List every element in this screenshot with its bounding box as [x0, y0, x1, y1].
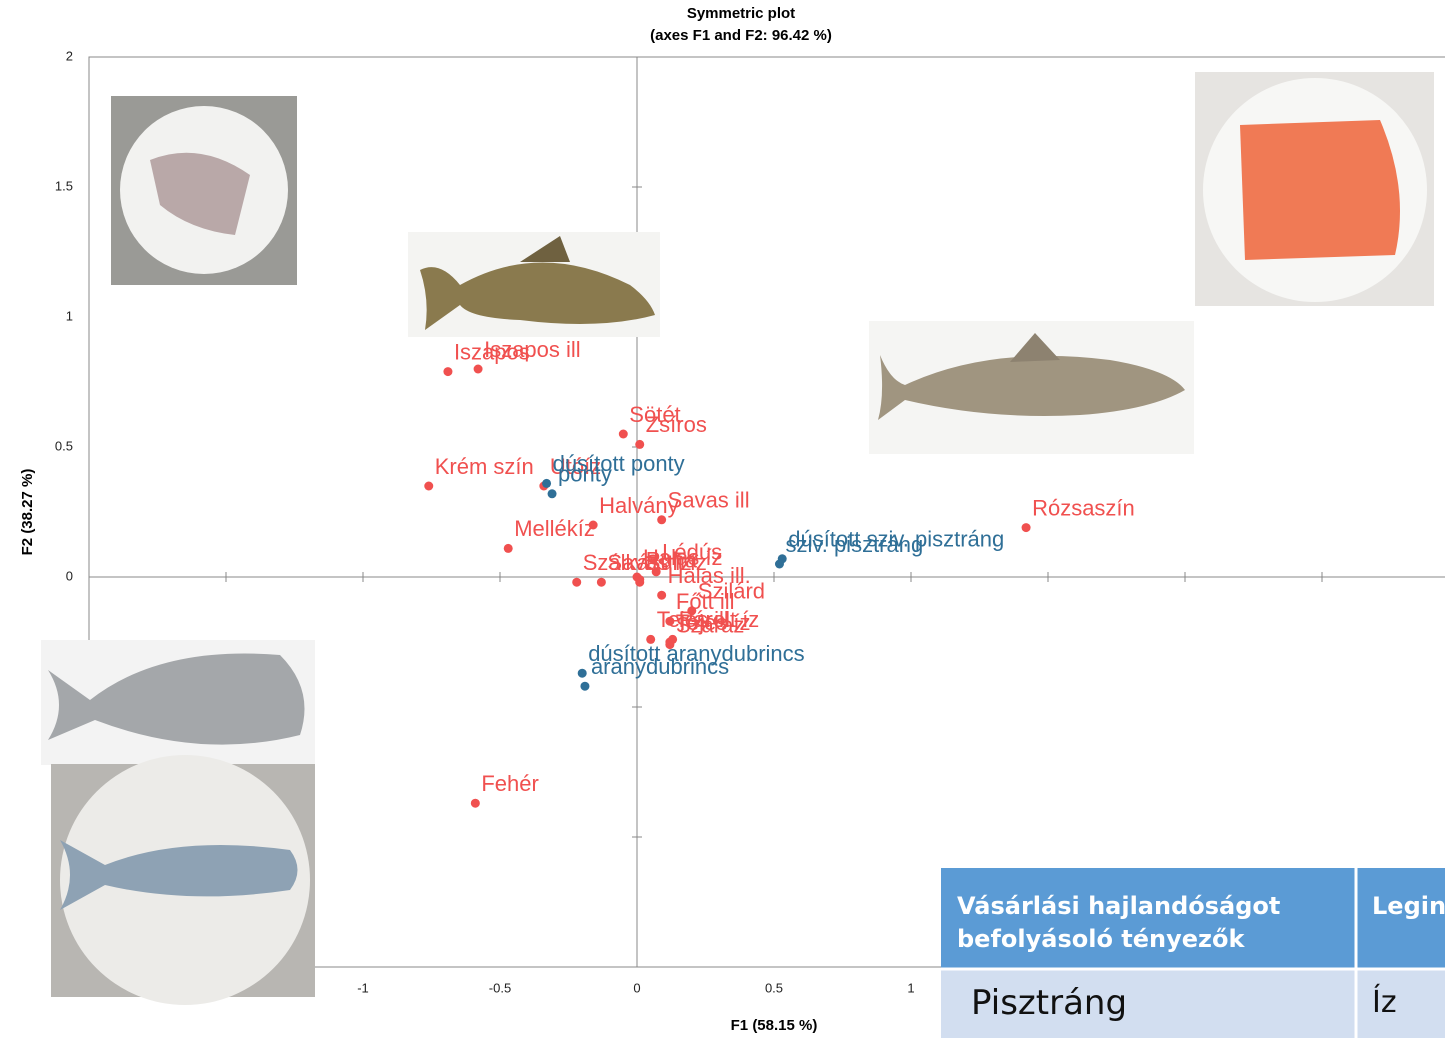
point-label: Krém szín [435, 454, 534, 479]
point [503, 543, 513, 553]
x-tick-label: 0.5 [765, 980, 783, 995]
point [547, 489, 557, 499]
plot-frame [88, 56, 1445, 968]
table-cell: Pisztráng [971, 983, 1128, 1023]
y-tick-label: 2 [66, 48, 73, 63]
point [577, 668, 587, 678]
x-tick-label: 0 [633, 980, 640, 995]
chart-title: Symmetric plot [687, 5, 795, 22]
point [657, 515, 667, 525]
photos [41, 72, 1434, 1005]
point [657, 590, 667, 600]
point-label: Iszapos ill [484, 337, 581, 362]
table-header [941, 868, 1445, 968]
point-label: dúsított sziv. pisztráng [788, 527, 1004, 552]
point [572, 577, 582, 587]
point-label: Rózsaszín [1032, 495, 1135, 520]
y-tick-label: 1.5 [55, 178, 73, 193]
point [596, 577, 606, 587]
table-header-cell: Legin [1372, 892, 1445, 920]
point-label: dúsított aranydubrincs [588, 641, 804, 666]
photo [408, 232, 660, 337]
point-label: dúsított ponty [553, 451, 685, 476]
point [470, 798, 480, 808]
point-label: Sötét [629, 402, 680, 427]
point-label: Száraz [676, 612, 744, 637]
point [665, 640, 675, 650]
point [424, 481, 434, 491]
point-label: sziv. pisztráng [785, 532, 923, 557]
point [651, 567, 661, 577]
photo [51, 755, 315, 1005]
point-label: ponty [558, 462, 612, 487]
point-label: Szilárd [698, 579, 765, 604]
x-tick-label: -0.5 [489, 980, 511, 995]
point [665, 616, 675, 626]
point [542, 478, 552, 488]
point-label: aranydubrincs [591, 654, 729, 679]
point [646, 634, 656, 644]
table-cell: Íz [1372, 985, 1397, 1020]
table: Vásárlási hajlandóságot befolyásoló tény… [941, 868, 1445, 1038]
point [618, 429, 628, 439]
point-label: Lédús [662, 540, 722, 565]
point-label: Sült íz [646, 550, 707, 575]
point-label: Zsíros [646, 412, 707, 437]
point-label: Párolt íz [679, 607, 760, 632]
point [588, 520, 598, 530]
point-label: Puha [646, 547, 698, 572]
point-label: Fehér [481, 771, 538, 796]
y-tick-label: 0.5 [55, 438, 73, 453]
point-label: Utóíz [550, 454, 601, 479]
point-label: Tejes íz [676, 610, 751, 635]
point [687, 606, 697, 616]
y-tick-label: 1 [66, 308, 73, 323]
photo [111, 96, 297, 285]
y-axis-title: F2 (38.27 %) [19, 469, 36, 556]
y-tick-label: 0 [66, 568, 73, 583]
point [635, 439, 645, 449]
chart-subtitle: (axes F1 and F2: 96.42 %) [650, 27, 832, 44]
photo [41, 640, 315, 765]
point [635, 575, 645, 585]
photo [869, 321, 1194, 454]
point [774, 559, 784, 569]
point-label: Főtt ill [676, 589, 735, 614]
point-label: Halas íz [643, 545, 722, 570]
point [1021, 523, 1031, 533]
point-label: Savas ill [668, 488, 750, 513]
point-label: Savas íz [607, 550, 691, 575]
x-tick-label: -1 [357, 980, 369, 995]
x-tick-label: 1 [907, 980, 914, 995]
point [580, 681, 590, 691]
point-label: Tejes ill. [657, 607, 735, 632]
point-label: Szálkás [583, 550, 660, 575]
table-row [941, 970, 1445, 1038]
table-header-cell: Vásárlási hajlandóságot befolyásoló tény… [957, 892, 1281, 953]
point-label: Iszapos [454, 339, 530, 364]
point-label: Halas ill. [668, 563, 751, 588]
photo [1195, 72, 1434, 306]
point [443, 367, 453, 377]
point-label: Mellékíz [514, 516, 595, 541]
x-axis-title: F1 (58.15 %) [731, 1017, 818, 1034]
point-label: Halvány [599, 493, 678, 518]
point [473, 364, 483, 374]
